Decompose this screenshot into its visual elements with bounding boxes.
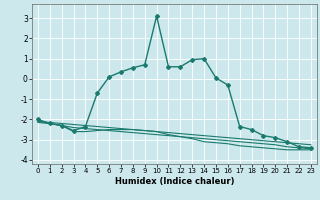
X-axis label: Humidex (Indice chaleur): Humidex (Indice chaleur) xyxy=(115,177,234,186)
